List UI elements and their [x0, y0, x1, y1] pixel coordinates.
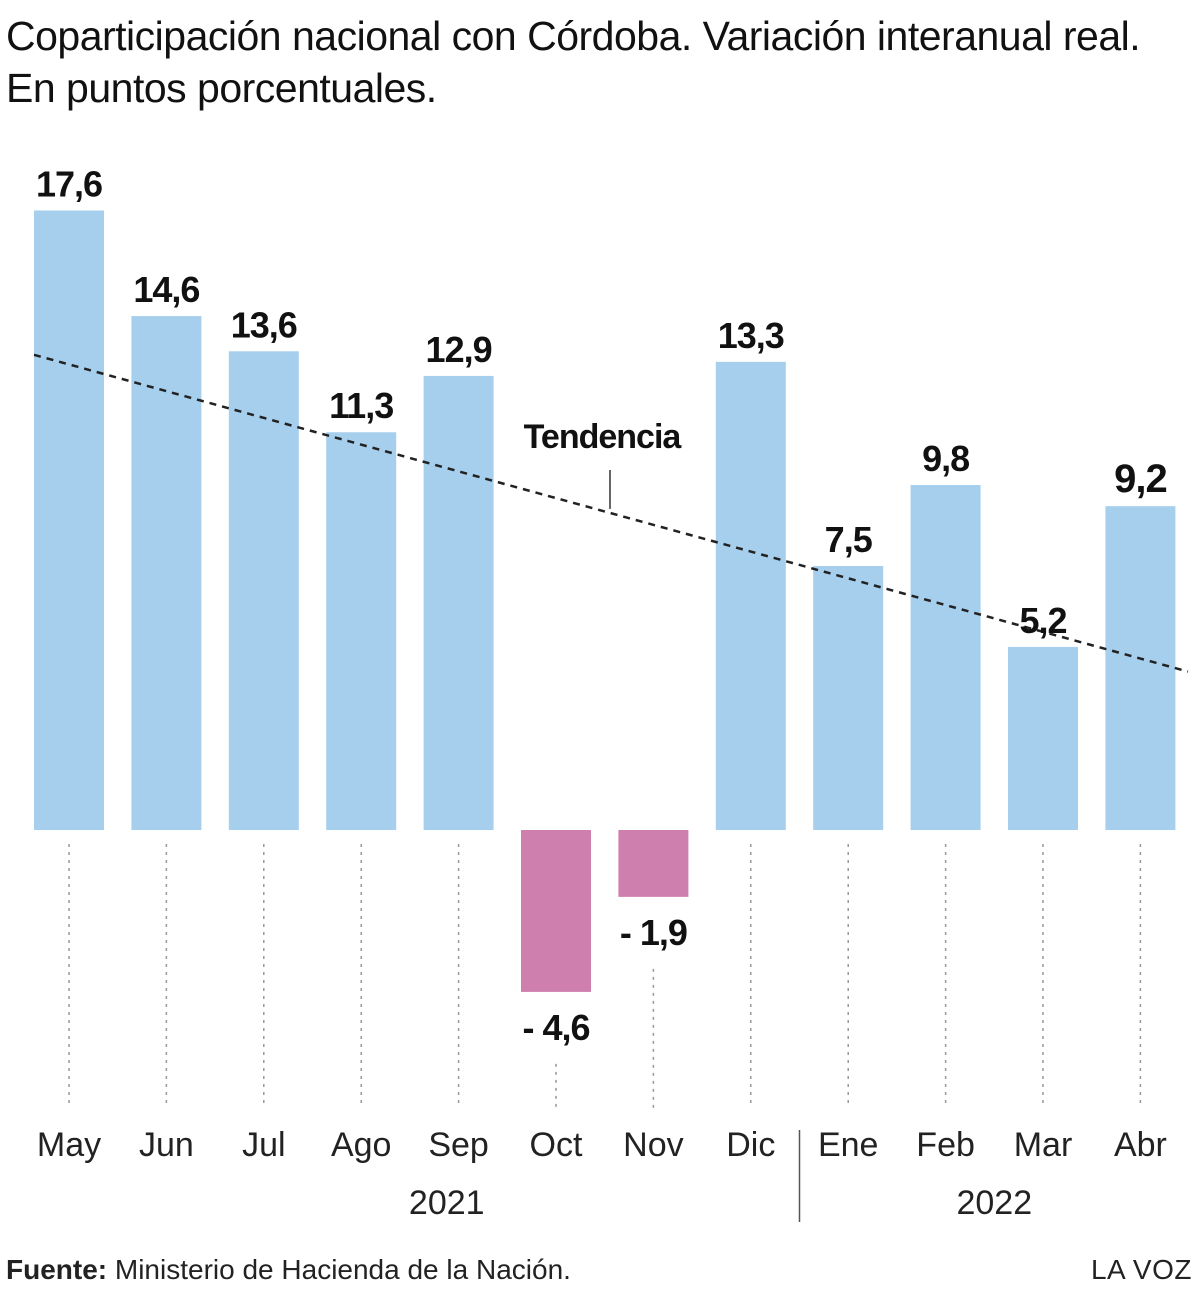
value-label: 9,8 [922, 438, 969, 479]
bar-nov [618, 830, 689, 897]
trend-line [33, 353, 1189, 673]
month-label: Feb [916, 1126, 975, 1164]
bars [34, 210, 1176, 992]
footer: Fuente: Ministerio de Hacienda de la Nac… [6, 1250, 1194, 1290]
value-label: 9,2 [1114, 457, 1167, 501]
month-label: Sep [428, 1126, 489, 1164]
year-label: 2021 [409, 1184, 485, 1222]
bar-ago [326, 432, 397, 830]
source-text: Ministerio de Hacienda de la Nación. [107, 1254, 571, 1285]
month-label: Jul [242, 1126, 285, 1164]
month-label: Mar [1014, 1126, 1073, 1164]
month-label: Oct [530, 1126, 583, 1164]
bar-mar [1008, 646, 1078, 830]
value-label: - 1,9 [620, 912, 687, 953]
bar-abr [1105, 506, 1176, 830]
value-label: - 4,6 [522, 1007, 589, 1048]
bar-feb [910, 485, 981, 830]
month-label: Ago [331, 1126, 392, 1164]
value-label: 5,2 [1019, 600, 1066, 641]
month-label: May [37, 1126, 101, 1164]
chart-title: Coparticipación nacional con Córdoba. Va… [6, 13, 1141, 111]
bar-may [34, 210, 104, 831]
bar-oct [521, 830, 591, 992]
value-label: 7,5 [825, 519, 873, 560]
value-label: 13,3 [718, 315, 784, 356]
bar-jun [131, 316, 202, 831]
trend-layer: Tendencia [33, 353, 1189, 673]
year-label: 2022 [956, 1184, 1032, 1222]
value-label: 12,9 [426, 329, 492, 370]
value-label: 11,3 [329, 385, 393, 426]
source-label: Fuente: [6, 1254, 108, 1285]
value-labels: 17,6 14,6 13,6 11,3 12,9 - 4,6 - 1,9 13,3 7,5 9,8… [36, 163, 1168, 1048]
bar-ene [813, 566, 884, 830]
value-label: 14,6 [133, 269, 199, 310]
brand-logo: LA VOZ [1090, 1254, 1192, 1285]
bar-chart: Tendencia 17,6 14,6 13,6 11,3 12,9 - 4,6 - 1,9… [33, 163, 1189, 1222]
bar-sep [423, 375, 494, 830]
month-label: Abr [1114, 1126, 1167, 1164]
month-label: Nov [623, 1126, 683, 1164]
value-label: 13,6 [231, 304, 297, 345]
month-label: Ene [818, 1126, 879, 1164]
value-label: 17,6 [36, 163, 102, 204]
bar-jul [228, 351, 299, 830]
guide-lines [68, 844, 1142, 1108]
bar-dic [715, 361, 786, 830]
month-labels: May Jun Jul Ago Sep Oct Nov Dic Ene Feb Mar Abr [37, 1126, 1167, 1164]
month-label: Jun [139, 1126, 194, 1164]
month-label: Dic [726, 1126, 775, 1164]
trend-label: Tendencia [524, 418, 683, 456]
year-labels: 2021 2022 [409, 1130, 1032, 1222]
